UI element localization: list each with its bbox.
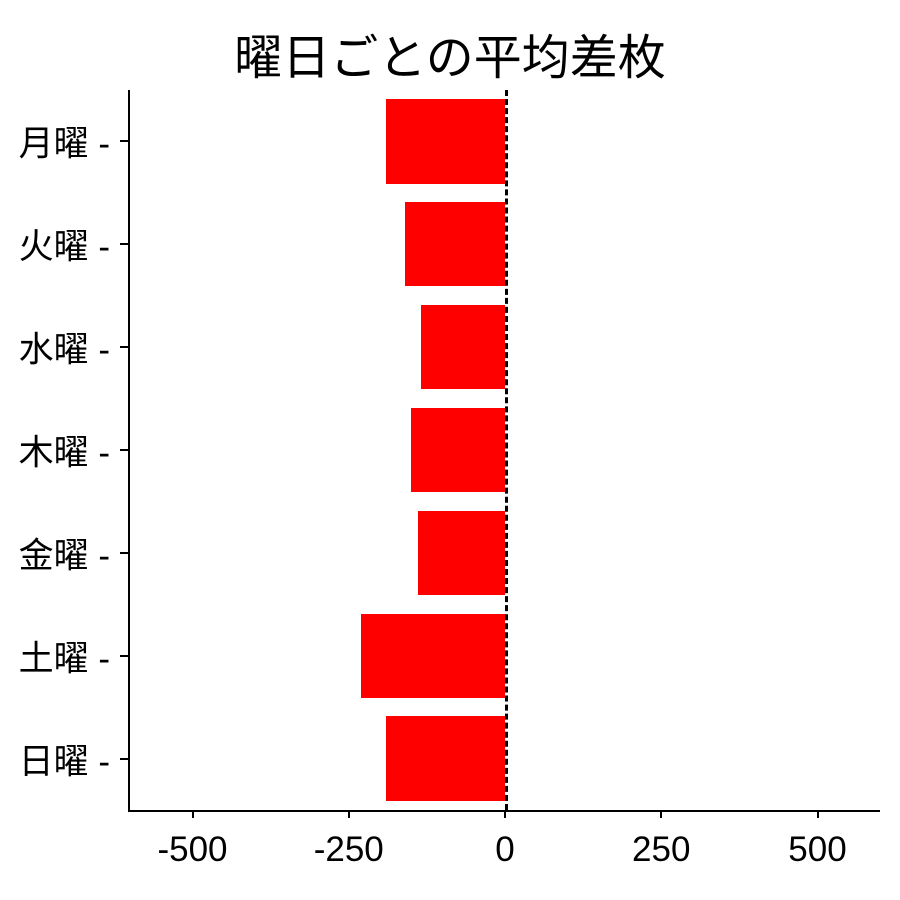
x-axis-label: -250 xyxy=(314,830,384,870)
y-axis-label: 金曜 - xyxy=(19,527,110,578)
y-axis-label: 土曜 - xyxy=(19,630,110,681)
bar xyxy=(418,511,506,595)
x-axis-label: -500 xyxy=(157,830,227,870)
x-axis-label: 250 xyxy=(632,830,690,870)
y-axis-label: 日曜 - xyxy=(19,733,110,784)
chart-title: 曜日ごとの平均差枚 xyxy=(0,18,900,88)
y-axis-label: 火曜 - xyxy=(19,219,110,270)
y-axis-tick xyxy=(120,243,128,245)
y-axis-tick xyxy=(120,140,128,142)
bar xyxy=(386,716,505,800)
zero-reference-line xyxy=(505,90,508,810)
y-axis-label: 木曜 - xyxy=(19,425,110,476)
bar xyxy=(386,99,505,183)
y-axis-label: 月曜 - xyxy=(19,116,110,167)
y-axis-tick xyxy=(120,449,128,451)
y-axis-tick xyxy=(120,346,128,348)
bar xyxy=(361,614,505,698)
plot-area xyxy=(130,90,880,810)
y-axis-tick xyxy=(120,552,128,554)
x-axis-label: 0 xyxy=(495,830,514,870)
x-axis-labels: -500 -250 0 250 500 xyxy=(130,820,880,870)
x-axis-tick xyxy=(660,810,662,818)
chart-container: 曜日ごとの平均差枚 月曜 - 火曜 - 水曜 - 木曜 - 金曜 - 土曜 - 日曜 - -… xyxy=(0,0,900,900)
y-axis-tick xyxy=(120,758,128,760)
bar xyxy=(405,202,505,286)
y-axis-label: 水曜 - xyxy=(19,322,110,373)
y-axis-labels: 月曜 - 火曜 - 水曜 - 木曜 - 金曜 - 土曜 - 日曜 - xyxy=(0,90,120,810)
x-axis-tick xyxy=(817,810,819,818)
x-axis-tick xyxy=(504,810,506,818)
x-axis-tick xyxy=(192,810,194,818)
x-axis-label: 500 xyxy=(788,830,846,870)
bar xyxy=(411,408,505,492)
x-axis-tick xyxy=(348,810,350,818)
bar xyxy=(421,305,505,389)
y-axis-tick xyxy=(120,655,128,657)
